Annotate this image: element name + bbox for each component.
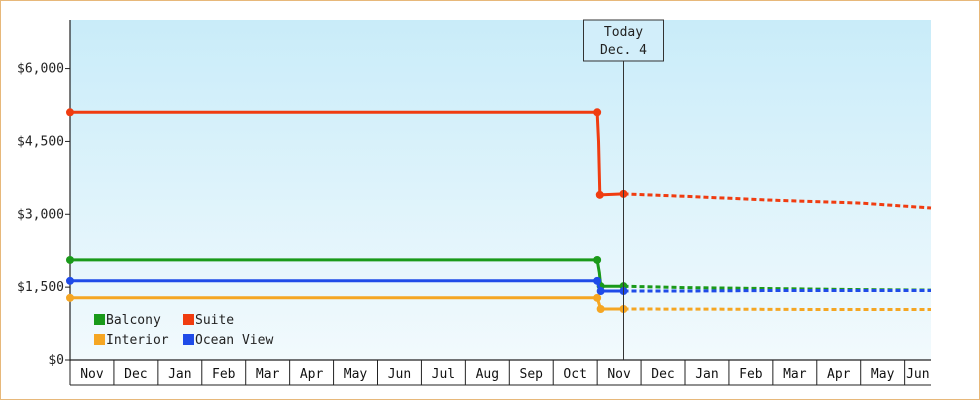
- legend-swatch: [94, 314, 105, 325]
- legend-label: Interior: [106, 333, 169, 348]
- data-point: [66, 108, 74, 117]
- today-label-box: [583, 19, 664, 62]
- x-tick-label: Nov: [80, 367, 104, 382]
- data-point: [596, 305, 605, 313]
- y-tick-label: $3,000: [17, 207, 64, 222]
- y-tick-label: $6,000: [17, 62, 64, 77]
- forecast-line: [623, 307, 931, 311]
- series-ocean-view: [66, 276, 931, 296]
- data-point: [595, 190, 604, 199]
- data-point: [593, 293, 602, 302]
- data-point: [66, 276, 74, 285]
- data-point: [66, 255, 74, 264]
- legend-label: Suite: [195, 313, 234, 328]
- today-date: Dec. 4: [600, 43, 647, 58]
- legend-item-interior: Interior: [94, 333, 169, 348]
- y-tick-label: $4,500: [17, 134, 64, 149]
- x-tick-label: Feb: [212, 367, 236, 382]
- today-marker: Today Dec. 4: [583, 19, 664, 360]
- x-tick-label: May: [871, 367, 895, 382]
- data-point: [593, 276, 602, 285]
- x-tick-label: Sep: [520, 367, 544, 382]
- x-tick-label: Jun: [906, 367, 929, 382]
- y-axis: $0 $1,500 $3,000 $4,500 $6,000: [17, 20, 71, 368]
- x-tick-label: Mar: [783, 367, 807, 382]
- legend: Balcony Suite Interior Ocean View: [94, 313, 273, 348]
- legend-label: Ocean View: [195, 333, 273, 348]
- data-point: [593, 255, 602, 264]
- x-tick-label: May: [344, 367, 368, 382]
- series-interior: [66, 293, 931, 313]
- series-layer: [66, 108, 932, 313]
- y-tick-label: $1,500: [17, 280, 64, 295]
- legend-swatch: [183, 314, 194, 325]
- forecast-line: [623, 192, 932, 210]
- data-point: [593, 108, 602, 117]
- data-point: [596, 287, 605, 296]
- x-tick-label: Jan: [695, 367, 718, 382]
- x-tick-label: Apr: [300, 367, 324, 382]
- legend-label: Balcony: [106, 313, 161, 328]
- x-tick-label: Apr: [827, 367, 851, 382]
- legend-swatch: [183, 334, 194, 345]
- x-tick-label: Jun: [388, 367, 411, 382]
- x-tick-label: Jul: [432, 367, 455, 382]
- series-line: [70, 279, 624, 293]
- x-tick-label: Mar: [256, 367, 280, 382]
- plot-area: [70, 20, 931, 360]
- legend-swatch: [94, 334, 105, 345]
- x-tick-label: Aug: [476, 367, 499, 382]
- x-tick-label: Oct: [563, 367, 586, 382]
- series-line: [70, 258, 624, 288]
- x-tick-label: Jan: [168, 367, 191, 382]
- y-tick-label: $0: [48, 353, 64, 368]
- x-tick-label: Nov: [607, 367, 631, 382]
- series-line: [70, 296, 624, 311]
- x-tick-label: Dec: [651, 367, 674, 382]
- x-tick-label: Feb: [739, 367, 763, 382]
- x-tick-label: Dec: [124, 367, 147, 382]
- forecast-line: [623, 289, 931, 293]
- data-point: [66, 293, 74, 302]
- series-line: [70, 110, 624, 197]
- today-label: Today: [604, 25, 643, 40]
- legend-item-suite: Suite: [183, 313, 234, 328]
- legend-item-ocean-view: Ocean View: [183, 333, 273, 348]
- legend-item-balcony: Balcony: [94, 313, 161, 328]
- x-axis: Nov Dec Jan Feb Mar Apr May Jun Jul Aug Sep Oct Nov D…: [69, 359, 931, 386]
